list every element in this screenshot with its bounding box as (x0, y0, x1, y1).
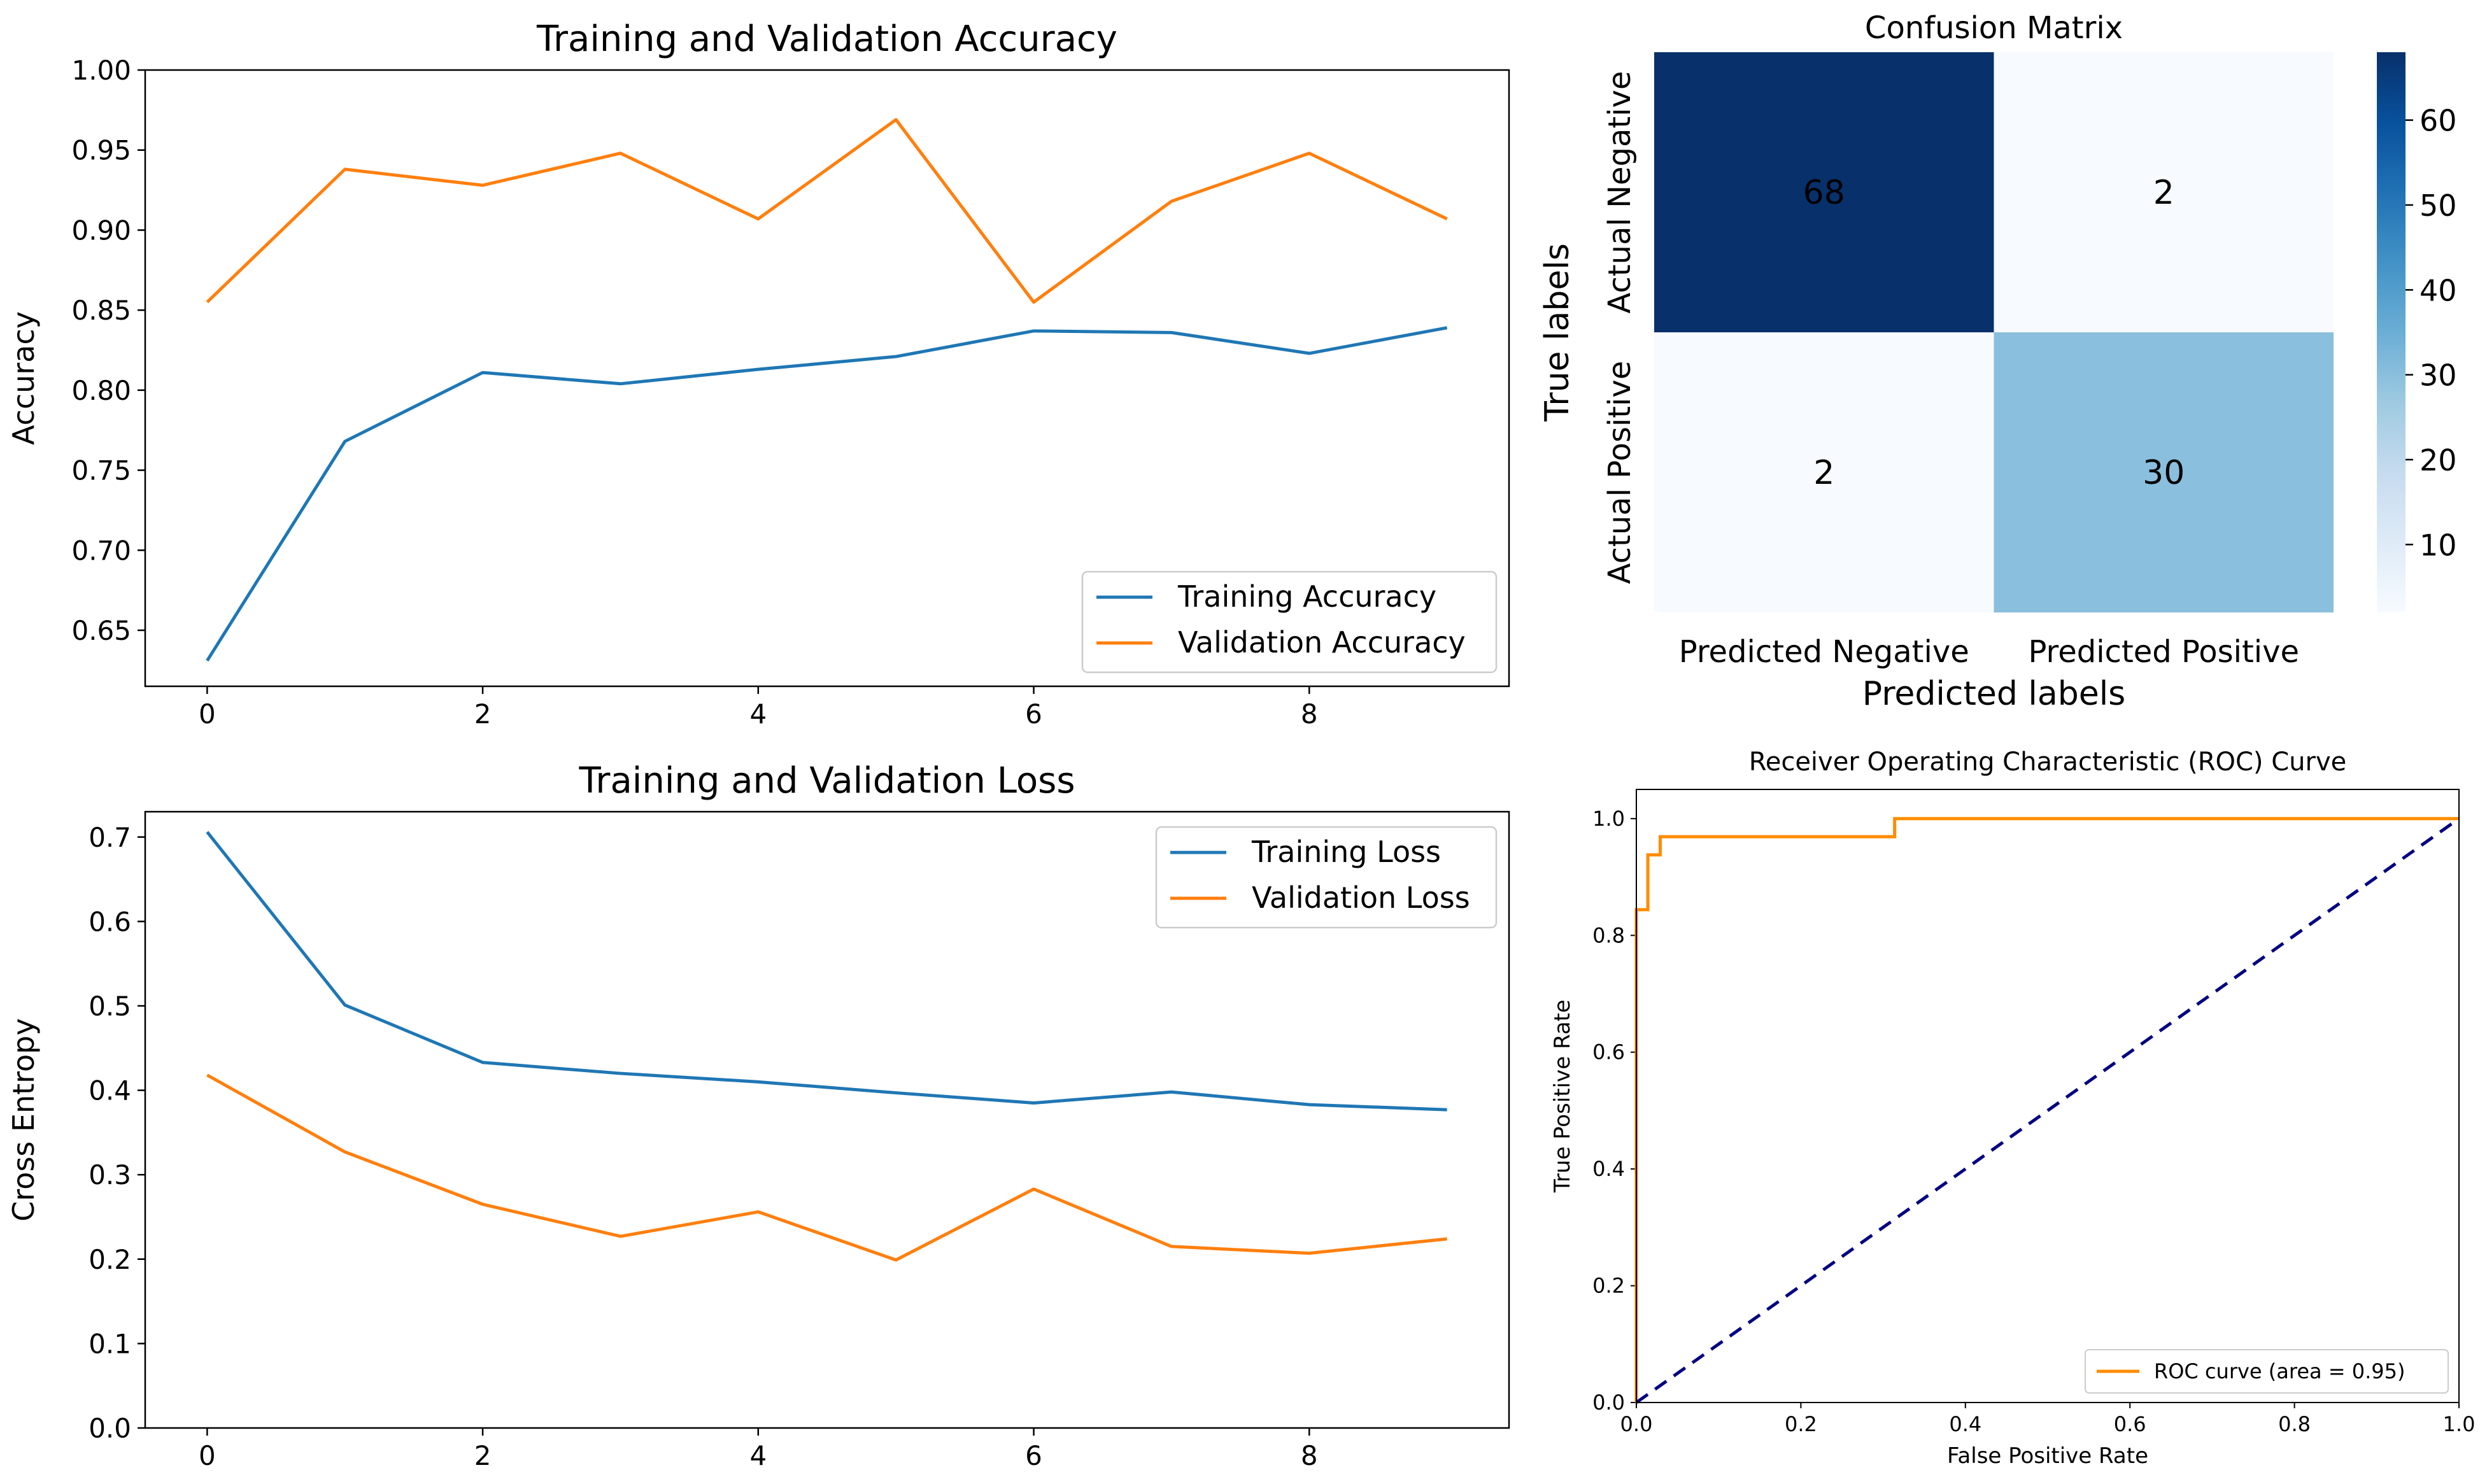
accuracy-legend-label: Training Accuracy (1177, 579, 1436, 614)
roc-y-tick-label: 0.8 (1592, 923, 1625, 947)
confusion-x-axis-label: Predicted labels (1862, 675, 2126, 713)
roc-legend: ROC curve (area = 0.95) (2085, 1349, 2449, 1394)
loss-y-tick-label: 0.3 (89, 1159, 131, 1191)
colorbar-tick-label: 20 (2420, 443, 2457, 477)
roc-y-tick-label: 0.4 (1592, 1157, 1625, 1181)
roc-y-tick-label: 0.2 (1592, 1274, 1625, 1298)
roc-x-tick-label: 0.0 (1620, 1412, 1653, 1436)
accuracy-plot-frame (144, 69, 1510, 688)
roc-x-tick-label: 0.8 (2278, 1412, 2311, 1436)
loss-series-validation-line (206, 1073, 1447, 1262)
colorbar-tick-label: 50 (2420, 188, 2457, 223)
accuracy-x-tick-label: 6 (1025, 698, 1042, 730)
loss-x-tick-label: 8 (1301, 1440, 1318, 1471)
heatmap-row-label: Actual Negative (1602, 71, 1638, 313)
accuracy-legend-label: Validation Accuracy (1178, 625, 1466, 660)
heatmap-cell-value: 2 (1813, 454, 1834, 492)
heatmap-cell (1654, 332, 1994, 612)
accuracy-legend-box (1081, 570, 1498, 674)
colorbar-tick-label: 40 (2420, 273, 2457, 307)
loss-y-tick-label: 0.5 (89, 991, 131, 1022)
roc-y-axis-label: True Positive Rate (1550, 1000, 1575, 1193)
loss-x-tick-label: 4 (749, 1440, 767, 1471)
loss-x-tick-label: 2 (474, 1440, 492, 1471)
loss-legend-label: Training Loss (1251, 835, 1441, 869)
loss-title: Training and Validation Loss (578, 760, 1075, 802)
accuracy-y-tick-label: 0.65 (71, 615, 131, 646)
accuracy-y-tick-label: 0.75 (71, 455, 131, 486)
colorbar-tick-label: 60 (2420, 104, 2457, 138)
heatmap-cell (1994, 332, 2334, 612)
roc-legend-box (2085, 1349, 2449, 1394)
accuracy-x-tick-label: 8 (1301, 698, 1318, 730)
roc-x-tick-label: 1.0 (2443, 1412, 2476, 1436)
loss-plot-frame (144, 810, 1510, 1429)
roc-y-tick-label: 1.0 (1592, 807, 1625, 831)
heatmap-cell (1994, 52, 2334, 332)
accuracy-x-tick-label: 0 (199, 698, 216, 730)
roc-title: Receiver Operating Characteristic (ROC) … (1749, 747, 2347, 777)
loss-chart: 0 2 4 6 8 0.0 0.1 0.2 0.3 0.4 0.5 0.6 0.7 Training an… (6, 760, 1510, 1471)
accuracy-x-tick-label: 4 (749, 698, 767, 730)
accuracy-chart: 0 2 4 6 8 0.65 0.70 0.75 0.80 0.85 0.90 0.95 1.00 Tra… (6, 18, 1510, 730)
loss-series-training-line (206, 831, 1447, 1112)
accuracy-y-tick-label: 0.90 (71, 215, 131, 246)
loss-y-tick-label: 0.4 (89, 1075, 131, 1106)
heatmap-cell-value: 30 (2143, 454, 2185, 492)
loss-y-axis-label: Cross Entropy (6, 1018, 41, 1221)
roc-curve-line (1634, 817, 2459, 1403)
roc-x-tick-label: 0.2 (1785, 1412, 1817, 1436)
accuracy-y-tick-label: 1.00 (71, 55, 131, 86)
accuracy-y-tick-label: 0.70 (71, 535, 131, 566)
accuracy-y-tick-label: 0.95 (71, 135, 131, 166)
accuracy-series-validation-line (206, 118, 1448, 304)
heatmap-row-label: Actual Positive (1602, 361, 1638, 584)
accuracy-y-tick-label: 0.80 (71, 375, 131, 406)
loss-y-tick-label: 0.6 (89, 906, 131, 937)
colorbar: 10 20 30 40 50 60 (2377, 52, 2457, 612)
colorbar-gradient (2377, 52, 2406, 612)
roc-chart: 0.0 0.2 0.4 0.6 0.8 1.0 0.0 0.2 0.4 0.6 0.8 1.0 Rece… (1550, 747, 2475, 1469)
heatmap-cell (1654, 52, 1994, 332)
roc-legend-label: ROC curve (area = 0.95) (2154, 1359, 2406, 1383)
accuracy-x-tick-label: 2 (474, 698, 492, 730)
loss-legend-label: Validation Loss (1252, 880, 1470, 915)
loss-x-tick-label: 6 (1025, 1440, 1042, 1471)
accuracy-series-training-line (206, 326, 1448, 662)
accuracy-legend: Training Accuracy Validation Accuracy (1081, 570, 1498, 674)
heatmap-col-label: Predicted Negative (1679, 634, 1969, 670)
loss-x-tick-label: 0 (199, 1440, 216, 1471)
accuracy-y-axis-label: Accuracy (6, 311, 41, 445)
loss-y-tick-label: 0.0 (89, 1413, 131, 1444)
confusion-y-axis-label: True labels (1538, 243, 1577, 422)
loss-y-tick-label: 0.7 (89, 822, 131, 853)
confusion-chart: 68 2 2 30 Predicted Negative Predicted Positi… (1538, 10, 2457, 713)
colorbar-tick-label: 10 (2420, 528, 2457, 562)
heatmap-cell-value: 2 (2153, 174, 2174, 212)
confusion-title: Confusion Matrix (1865, 10, 2123, 46)
heatmap-cell-value: 68 (1803, 174, 1845, 212)
roc-y-tick-label: 0.0 (1592, 1390, 1625, 1415)
loss-y-tick-label: 0.2 (89, 1244, 131, 1275)
roc-x-tick-label: 0.6 (2114, 1412, 2146, 1436)
accuracy-y-tick-label: 0.85 (71, 295, 131, 326)
roc-y-tick-label: 0.6 (1592, 1040, 1625, 1064)
accuracy-title: Training and Validation Accuracy (536, 18, 1117, 60)
loss-legend-box (1155, 826, 1498, 929)
loss-legend: Training Loss Validation Loss (1155, 826, 1498, 929)
heatmap-col-label: Predicted Positive (2028, 634, 2299, 670)
loss-y-tick-label: 0.1 (89, 1328, 131, 1359)
colorbar-tick-label: 30 (2420, 358, 2457, 393)
roc-x-axis-label: False Positive Rate (1947, 1443, 2148, 1469)
roc-x-tick-label: 0.4 (1949, 1412, 1981, 1436)
roc-plot-frame (1636, 789, 2460, 1403)
roc-chance-diagonal-line (1635, 817, 2460, 1404)
